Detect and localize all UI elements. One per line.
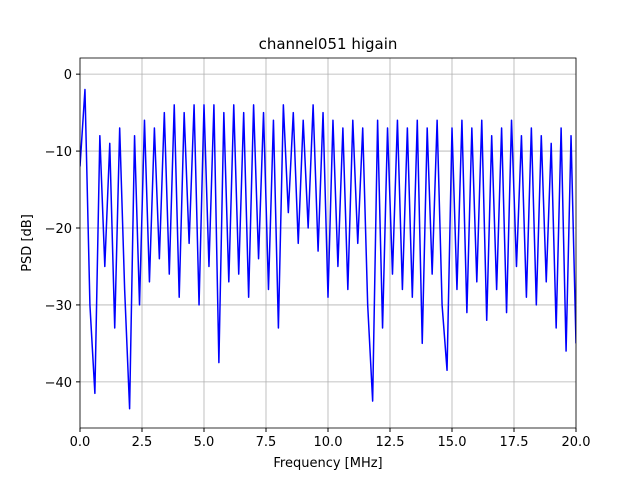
x-tick-label: 2.5 <box>132 435 153 450</box>
x-tick-label: 10.0 <box>314 435 343 450</box>
x-tick-label: 7.5 <box>256 435 277 450</box>
x-tick-label: 0.0 <box>70 435 91 450</box>
x-tick-label: 5.0 <box>194 435 215 450</box>
x-tick-label: 20.0 <box>562 435 591 450</box>
data-line <box>80 88 576 410</box>
ticks: 0.0 2.5 5.0 7.5 10.0 12.5 15.0 17.5 20.0 0 −10 −20 −… <box>45 68 591 450</box>
y-tick-label: −20 <box>45 222 72 237</box>
chart-title: channel051 higain <box>259 35 398 53</box>
x-tick-label: 15.0 <box>438 435 467 450</box>
y-axis-label: PSD [dB] <box>20 214 35 272</box>
plot-area <box>80 88 576 410</box>
y-tick-label: −30 <box>45 299 72 314</box>
x-tick-label: 17.5 <box>500 435 529 450</box>
y-tick-label: −10 <box>45 145 72 160</box>
x-axis-label: Frequency [MHz] <box>273 456 382 471</box>
y-tick-label: 0 <box>64 68 72 83</box>
y-tick-label: −40 <box>45 376 72 391</box>
x-tick-label: 12.5 <box>376 435 405 450</box>
